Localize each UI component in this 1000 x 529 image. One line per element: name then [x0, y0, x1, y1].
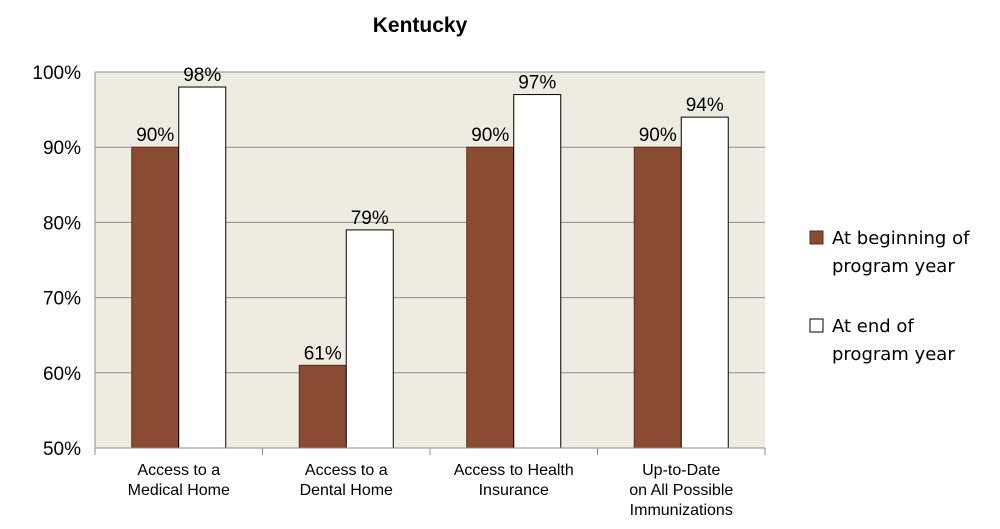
legend-label: At beginning of — [832, 228, 970, 249]
y-tick-label: 60% — [43, 364, 81, 385]
data-label: 90% — [136, 125, 174, 146]
data-label: 90% — [639, 125, 677, 146]
data-label: 90% — [471, 125, 509, 146]
data-label: 79% — [351, 208, 389, 229]
x-category-label: Up-to-Date — [642, 462, 720, 479]
y-tick-label: 50% — [43, 439, 81, 460]
x-category-label: Immunizations — [630, 502, 733, 519]
y-tick-label: 100% — [32, 63, 81, 84]
chart-title: Kentucky — [373, 14, 468, 37]
x-category-label: on All Possible — [629, 482, 733, 499]
legend-swatch — [809, 230, 824, 245]
x-category-label: Insurance — [479, 482, 549, 499]
x-category-label: Access to a — [137, 462, 220, 479]
y-tick-label: 80% — [43, 213, 81, 234]
legend-swatch — [809, 318, 824, 333]
bar — [680, 116, 729, 449]
x-category-label: Access to Health — [454, 462, 574, 479]
bar — [466, 146, 515, 449]
legend-label: program year — [832, 256, 955, 277]
x-category-label: Medical Home — [128, 482, 230, 499]
legend-label: program year — [832, 344, 955, 365]
data-label: 97% — [518, 73, 556, 94]
y-tick-label: 90% — [43, 138, 81, 159]
data-label: 94% — [686, 95, 724, 116]
bar — [633, 146, 682, 449]
bar — [513, 94, 562, 449]
bar — [298, 364, 347, 449]
bar — [178, 86, 227, 449]
x-category-label: Access to a — [305, 462, 388, 479]
x-category-label: Dental Home — [300, 482, 393, 499]
y-tick-label: 70% — [43, 289, 81, 310]
bar — [345, 229, 394, 449]
bar — [131, 146, 180, 449]
legend-label: At end of — [832, 316, 914, 337]
data-label: 61% — [304, 343, 342, 364]
data-label: 98% — [183, 65, 221, 86]
